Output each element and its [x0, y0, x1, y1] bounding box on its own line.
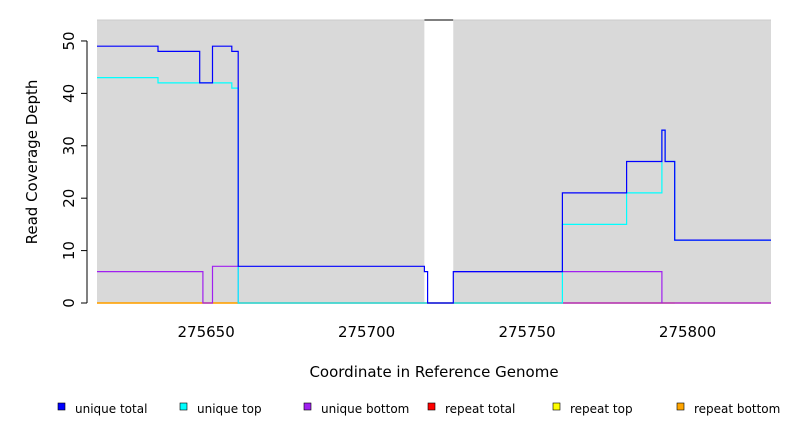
legend: unique total unique top unique bottom repea…	[57, 402, 780, 416]
legend-label: repeat bottom	[694, 402, 780, 416]
legend-swatch	[676, 402, 685, 411]
y-tick-label: 10	[60, 241, 78, 260]
legend-label: repeat top	[570, 402, 633, 416]
y-tick-label: 40	[60, 84, 78, 103]
legend-swatch	[303, 402, 312, 411]
x-tick-label: 275650	[177, 323, 234, 341]
series-layer	[97, 45, 771, 304]
y-axis: 0 10 20 30 40 50	[60, 31, 88, 308]
gap-region	[424, 19, 454, 304]
gap-band	[424, 20, 454, 304]
x-tick-label: 275700	[338, 323, 395, 341]
legend-label: repeat total	[445, 402, 515, 416]
x-axis: 275650 275700 275750 275800	[177, 323, 716, 341]
legend-swatch	[57, 402, 66, 411]
legend-label: unique bottom	[321, 402, 409, 416]
y-tick-label: 20	[60, 189, 78, 208]
x-tick-label: 275800	[659, 323, 716, 341]
x-axis-title: Coordinate in Reference Genome	[309, 363, 558, 381]
y-tick-label: 0	[60, 298, 78, 308]
y-axis-title: Read Coverage Depth	[23, 80, 41, 245]
legend-swatch	[179, 402, 188, 411]
legend-label: unique top	[197, 402, 262, 416]
legend-swatch	[427, 402, 436, 411]
legend-swatch	[552, 402, 561, 411]
series-unique-total	[97, 45, 771, 304]
y-tick-label: 30	[60, 136, 78, 155]
x-tick-label: 275750	[498, 323, 555, 341]
y-tick-label: 50	[60, 31, 78, 50]
legend-label: unique total	[75, 402, 147, 416]
